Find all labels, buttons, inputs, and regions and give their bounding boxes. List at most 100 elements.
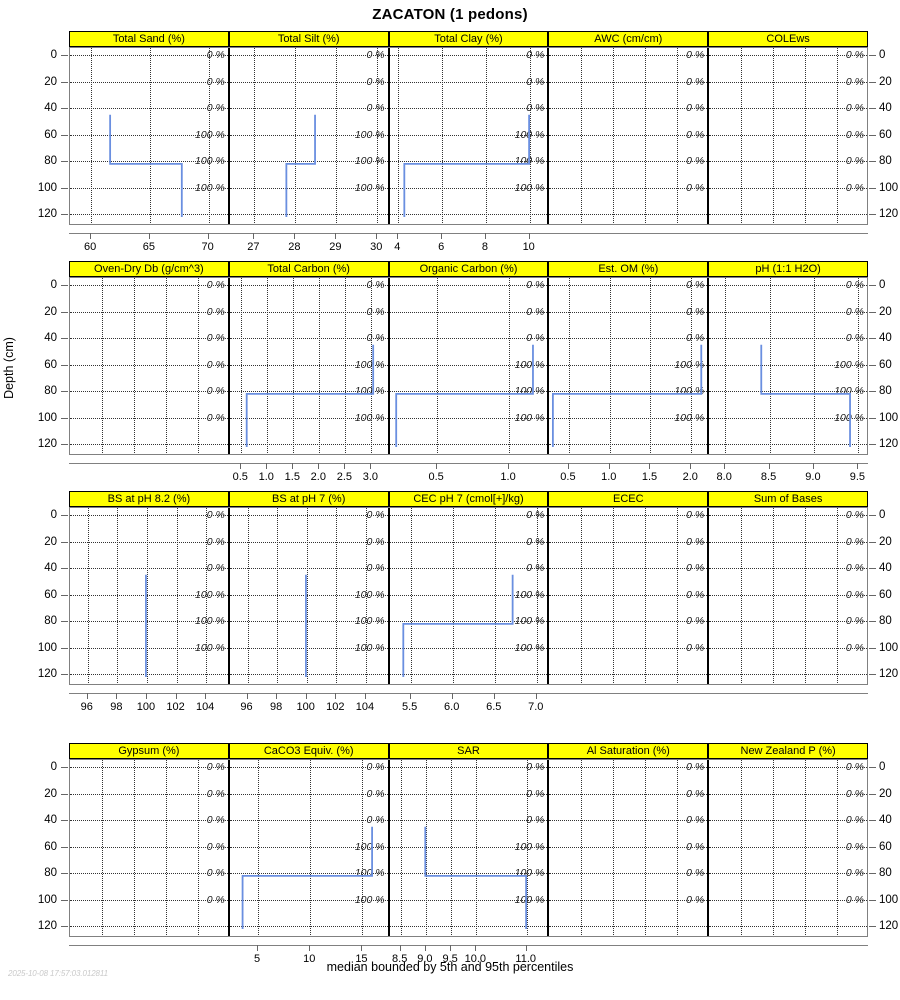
percent-contributing-label: 0 %: [206, 814, 225, 827]
x-axis-tick: [305, 693, 307, 699]
percent-contributing-label: 0 %: [845, 641, 864, 654]
percent-contributing-label: 100 %: [354, 128, 385, 141]
depth-axis-label-right: 40: [879, 562, 892, 575]
gridline-horizontal: [229, 541, 388, 543]
x-axis-baseline: [708, 945, 868, 946]
percent-contributing-label: 0 %: [845, 814, 864, 827]
gridline-horizontal: [709, 647, 867, 649]
panel-header-caco3-equiv: CaCO3 Equiv. (%): [228, 743, 389, 759]
panel-title: Total Carbon (%): [267, 263, 350, 275]
gridline-horizontal: [70, 674, 228, 676]
depth-tick-left: [61, 514, 68, 516]
panel-title: Oven-Dry Db (g/cm^3): [94, 263, 204, 275]
x-axis-baseline: [388, 233, 549, 234]
x-axis-tick-label: 2.5: [336, 471, 352, 483]
x-axis-tick-label: 96: [80, 701, 93, 713]
x-axis-tick: [535, 693, 537, 699]
gridline-horizontal: [389, 284, 548, 286]
depth-axis-label-left: 100: [37, 893, 57, 906]
x-axis-tick: [205, 693, 207, 699]
percent-contributing-label: 0 %: [686, 840, 705, 853]
gridline-horizontal: [549, 81, 708, 83]
depth-axis-label-right: 0: [879, 508, 886, 521]
percent-contributing-label: 0 %: [845, 155, 864, 168]
x-axis-tick: [335, 693, 337, 699]
gridline-vertical: [133, 759, 135, 937]
gridline-horizontal: [709, 134, 867, 136]
percent-contributing-label: 100 %: [354, 893, 385, 906]
x-axis-tick: [608, 463, 610, 469]
percent-contributing-label: 100 %: [354, 385, 385, 398]
gridline-vertical: [677, 507, 679, 685]
depth-tick-left: [61, 820, 68, 822]
percent-contributing-label: 0 %: [366, 102, 385, 115]
x-axis-baseline: [69, 945, 229, 946]
gridline-vertical: [149, 47, 151, 225]
gridline-vertical: [410, 507, 412, 685]
gridline-vertical: [837, 47, 839, 225]
gridline-horizontal: [229, 108, 388, 110]
gridline-vertical: [133, 277, 135, 455]
depth-tick-left: [61, 364, 68, 366]
gridline-vertical: [306, 507, 308, 685]
panel-title: COLEws: [766, 33, 810, 45]
gridline-horizontal: [70, 594, 228, 596]
gridline-horizontal: [549, 514, 708, 516]
depth-axis-label-left: 100: [37, 181, 57, 194]
x-axis-tick-label: 1.0: [601, 471, 617, 483]
gridline-vertical: [581, 47, 583, 225]
gridline-horizontal: [70, 338, 228, 340]
percent-contributing-label: 0 %: [366, 814, 385, 827]
gridline-vertical: [101, 277, 103, 455]
depth-tick-right: [869, 674, 876, 676]
percent-contributing-label: 0 %: [845, 615, 864, 628]
x-axis-baseline: [69, 693, 229, 694]
depth-tick-left: [61, 793, 68, 795]
depth-axis-label-right: 100: [879, 641, 899, 654]
gridline-horizontal: [70, 444, 228, 446]
percent-contributing-label: 0 %: [366, 508, 385, 521]
x-axis-tick-label: 102: [166, 701, 185, 713]
depth-axis-label-right: 80: [879, 615, 892, 628]
x-axis-tick: [649, 463, 651, 469]
percent-contributing-label: 100 %: [514, 840, 545, 853]
x-axis-tick-label: 7.0: [528, 701, 544, 713]
x-axis-tick-label: 2.0: [310, 471, 326, 483]
gridline-horizontal: [709, 594, 867, 596]
percent-contributing-label: 0 %: [845, 332, 864, 345]
x-axis-tick: [493, 693, 495, 699]
depth-tick-left: [61, 311, 68, 313]
footer-caption: median bounded by 5th and 95th percentil…: [326, 960, 574, 974]
gridline-vertical: [267, 277, 269, 455]
x-axis-tick: [257, 945, 258, 951]
gridline-horizontal: [709, 284, 867, 286]
x-axis-tick-label: 9.0: [417, 953, 433, 965]
depth-tick-right: [869, 820, 876, 822]
percent-contributing-label: 0 %: [686, 181, 705, 194]
depth-axis-label-right: 60: [879, 588, 892, 601]
depth-tick-left: [61, 594, 68, 596]
gridline-vertical: [197, 759, 199, 937]
percent-contributing-label: 0 %: [206, 535, 225, 548]
gridline-horizontal: [389, 108, 548, 110]
gridline-horizontal: [70, 54, 228, 56]
percent-contributing-label: 0 %: [845, 760, 864, 773]
percent-contributing-label: 0 %: [206, 48, 225, 61]
percent-contributing-label: 100 %: [514, 181, 545, 194]
percent-contributing-label: 0 %: [526, 535, 545, 548]
x-axis-tick-label: 10.0: [464, 953, 487, 965]
x-axis-tick: [399, 945, 401, 951]
gridline-horizontal: [70, 284, 228, 286]
gridline-horizontal: [389, 514, 548, 516]
percent-contributing-label: 100 %: [195, 615, 225, 628]
percent-contributing-label: 100 %: [195, 641, 225, 654]
x-axis-tick-label: 60: [84, 241, 97, 253]
page-title: ZACATON (1 pedons): [372, 6, 528, 23]
panel-plot-area: [228, 507, 389, 685]
gridline-horizontal: [70, 568, 228, 570]
gridline-vertical: [206, 507, 208, 685]
x-axis-tick-label: 104: [355, 701, 375, 713]
gridline-horizontal: [549, 568, 708, 570]
x-axis-tick-label: 104: [195, 701, 215, 713]
x-axis-tick: [309, 945, 311, 951]
